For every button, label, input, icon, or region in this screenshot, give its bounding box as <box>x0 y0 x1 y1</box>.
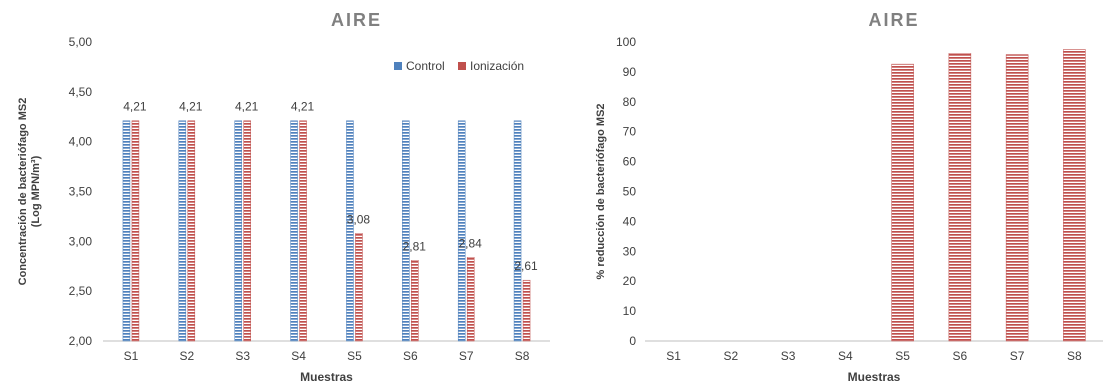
y-tick-label: 5,00 <box>69 35 93 49</box>
legend-label-control: Control <box>406 59 445 73</box>
bar-ionizacion <box>187 120 196 342</box>
x-axis-label: Muestras <box>848 370 901 384</box>
y-tick-label: 0 <box>629 334 636 348</box>
x-tick-label: S4 <box>291 349 306 363</box>
legend: Control Ionización <box>394 59 524 73</box>
y-tick-label: 3,50 <box>69 185 93 199</box>
chart-title: AIRE <box>868 10 919 30</box>
bar-reduction <box>948 53 972 342</box>
y-tick-label: 4,50 <box>69 85 93 99</box>
data-label: 4,21 <box>235 100 259 114</box>
y-tick-label: 4,00 <box>69 135 93 149</box>
x-tick-label: S7 <box>1010 349 1025 363</box>
x-tick-label: S5 <box>347 349 362 363</box>
y-tick-label: 90 <box>623 65 637 79</box>
x-tick-label: S2 <box>179 349 194 363</box>
data-label: 3,08 <box>347 212 371 226</box>
x-tick-label: S6 <box>953 349 968 363</box>
x-tick-label: S5 <box>895 349 910 363</box>
y-tick-label: 40 <box>623 214 637 228</box>
bar-ionizacion <box>243 120 251 342</box>
legend-swatch-ionizacion <box>458 62 466 70</box>
data-label: 2,61 <box>514 259 538 273</box>
data-label: 2,81 <box>403 239 427 253</box>
y-tick-label: 2,00 <box>69 334 93 348</box>
bar-control <box>513 120 522 342</box>
chart-title: AIRE <box>331 10 382 30</box>
bar-ionizacion <box>355 233 363 342</box>
data-label: 4,21 <box>179 100 203 114</box>
bar-control <box>290 120 298 342</box>
bar-ionizacion <box>411 260 419 342</box>
y-axis-label-line1: Concentración de bacteriófago MS2 <box>17 98 29 286</box>
y-axis-label: Concentración de bacteriófago MS2(Log MP… <box>17 98 42 286</box>
y-axis-label: % reducción de bacteriófago MS2 <box>595 103 607 279</box>
x-tick-label: S1 <box>124 349 139 363</box>
bar-control <box>346 120 354 342</box>
y-tick-label: 30 <box>623 244 637 258</box>
y-tick-label: 3,00 <box>69 234 93 248</box>
x-tick-label: S3 <box>235 349 250 363</box>
data-label: 4,21 <box>123 100 147 114</box>
bar-reduction <box>1063 49 1086 342</box>
bar-control <box>457 120 466 342</box>
bar-control <box>178 120 187 342</box>
bar-ionizacion <box>522 279 531 342</box>
x-tick-label: S8 <box>515 349 530 363</box>
x-tick-label: S2 <box>724 349 739 363</box>
x-tick-label: S7 <box>459 349 474 363</box>
bar-reduction <box>1005 54 1029 342</box>
data-label: 2,84 <box>459 236 483 250</box>
y-tick-label: 100 <box>616 35 636 49</box>
x-axis-label: Muestras <box>300 370 353 384</box>
x-tick-label: S8 <box>1067 349 1082 363</box>
x-tick-label: S1 <box>666 349 681 363</box>
y-axis-label-line2: (Log MPN/m³) <box>30 155 42 227</box>
x-tick-label: S6 <box>403 349 418 363</box>
reduction-chart: AIRE 0 10 20 30 40 50 60 70 80 90 100 % reducción de… <box>595 10 1103 384</box>
bar-control <box>122 120 131 342</box>
legend-swatch-control <box>394 62 402 70</box>
bar-reduction <box>891 63 914 342</box>
bar-ionizacion <box>299 120 307 342</box>
bar-ionizacion <box>131 120 140 342</box>
y-tick-label: 60 <box>623 155 637 169</box>
y-tick-label: 2,50 <box>69 284 93 298</box>
legend-label-ionizacion: Ionización <box>470 59 524 73</box>
data-label: 4,21 <box>291 100 315 114</box>
y-tick-label: 10 <box>623 304 637 318</box>
bar-control <box>234 120 242 342</box>
y-tick-label: 80 <box>623 95 637 109</box>
bar-ionizacion <box>466 257 475 342</box>
y-tick-label: 20 <box>623 274 637 288</box>
x-tick-label: S3 <box>781 349 796 363</box>
x-tick-label: S4 <box>838 349 853 363</box>
bar-control <box>402 120 410 342</box>
y-tick-label: 70 <box>623 125 637 139</box>
concentration-chart: AIRE 2,00 2,50 3,00 3,50 4,00 4,50 5,00 Concentr… <box>17 10 550 384</box>
y-tick-label: 50 <box>623 185 637 199</box>
